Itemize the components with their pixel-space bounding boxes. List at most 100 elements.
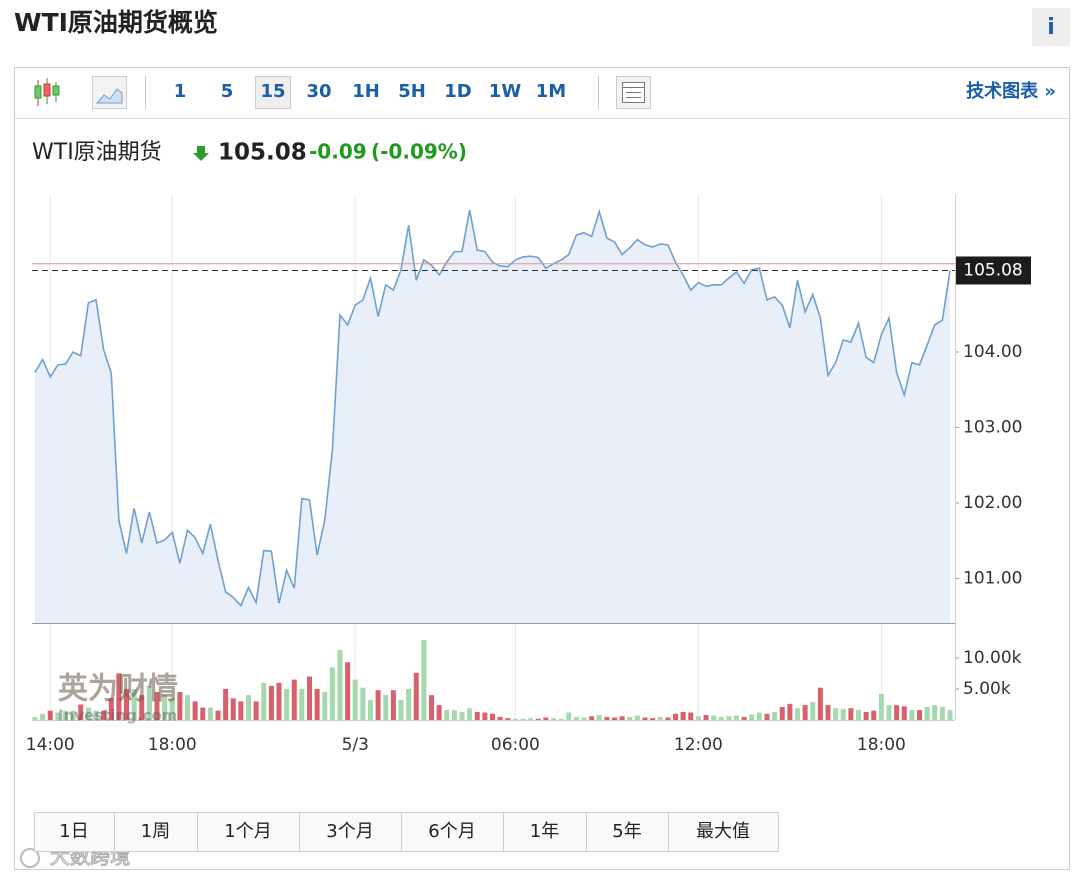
volume-bar	[40, 713, 46, 720]
range-button[interactable]	[299, 812, 402, 852]
volume-bar	[215, 710, 221, 720]
range-button[interactable]	[197, 812, 300, 852]
volume-bar	[886, 705, 892, 720]
interval-button[interactable]: 15	[260, 81, 285, 102]
volume-bar	[444, 710, 450, 720]
x-tick-label: 12:00	[674, 735, 723, 755]
volume-bar	[352, 679, 358, 720]
volume-bar	[268, 685, 274, 720]
range-button[interactable]	[586, 812, 669, 852]
volume-bar	[108, 698, 114, 720]
x-tick-label: 06:00	[491, 735, 540, 755]
range-button[interactable]	[503, 812, 587, 852]
range-button[interactable]	[114, 812, 198, 852]
volume-bar	[833, 708, 839, 720]
interval-button[interactable]: 1D	[444, 81, 471, 102]
volume-bar	[451, 710, 457, 720]
volume-bar	[680, 711, 686, 720]
volume-bar	[787, 703, 793, 720]
price-area	[35, 210, 950, 624]
x-tick-label: 18:00	[148, 735, 197, 755]
interval-button[interactable]: 1M	[536, 81, 566, 102]
y-tick-label: 10.00k	[963, 648, 1022, 668]
volume-bar	[223, 688, 229, 720]
interval-button[interactable]: 1	[174, 81, 187, 102]
range-label[interactable]: 最大值	[696, 821, 750, 842]
volume-bar	[398, 700, 404, 720]
y-tick-label: 102.00	[963, 493, 1022, 513]
volume-bar	[192, 701, 198, 720]
volume-bar	[810, 702, 816, 720]
volume-bar	[32, 716, 38, 720]
volume-bar	[246, 695, 251, 720]
volume-bar	[856, 710, 861, 720]
volume-bar	[596, 715, 602, 720]
volume-bar	[528, 718, 534, 720]
volume-bar	[230, 698, 236, 720]
volume-bar	[604, 716, 610, 720]
icon-area	[95, 88, 123, 104]
volume-bar	[551, 718, 556, 720]
volume-bar	[490, 713, 495, 720]
volume-bar	[177, 692, 183, 720]
table-icon[interactable]	[616, 76, 651, 109]
x-tick-label: 18:00	[857, 735, 906, 755]
y-tick-label: 104.00	[963, 342, 1022, 362]
volume-bar	[718, 716, 724, 720]
volume-bar	[939, 706, 945, 720]
area-icon[interactable]	[92, 76, 127, 109]
volume-bar	[589, 716, 595, 720]
tech-chart-link[interactable]: 技术图表 »	[966, 80, 1056, 102]
icon-box	[52, 85, 60, 96]
volume-bar	[657, 716, 663, 720]
interval-button[interactable]: 5H	[398, 81, 426, 102]
volume-bar	[505, 718, 511, 720]
volume-bar	[634, 715, 640, 720]
volume-bar	[261, 682, 267, 720]
info-button[interactable]: i	[1032, 8, 1070, 46]
range-label[interactable]: 3个月	[326, 821, 373, 842]
range-label[interactable]: 1个月	[224, 821, 271, 842]
quote-change-pct: (-0.09%)	[371, 140, 467, 164]
volume-bar	[825, 705, 831, 720]
volume-bar	[200, 707, 206, 720]
volume-bar	[47, 710, 53, 720]
volume-bar	[535, 718, 541, 720]
interval-button[interactable]: 1H	[352, 81, 380, 102]
volume-bar	[924, 706, 930, 720]
volume-bar	[314, 688, 320, 720]
volume-bar	[573, 716, 579, 720]
range-label[interactable]: 1日	[59, 821, 88, 842]
icon-box	[43, 83, 51, 97]
volume-bar	[291, 679, 297, 720]
volume-bar	[459, 711, 465, 720]
x-tick-label: 5/3	[342, 735, 369, 755]
volume-bar	[429, 695, 434, 720]
range-label[interactable]: 1周	[141, 821, 170, 842]
volume-bar	[711, 715, 717, 720]
volume-bar	[474, 711, 480, 720]
volume-bar	[467, 708, 473, 720]
range-button[interactable]	[668, 812, 779, 852]
range-button[interactable]	[401, 812, 504, 852]
volume-bar	[878, 693, 884, 720]
page-title: WTI原油期货概览	[14, 8, 218, 37]
interval-button[interactable]: 1W	[489, 81, 522, 102]
volume-bar	[329, 667, 335, 720]
range-label[interactable]: 5年	[612, 821, 641, 842]
volume-bar	[726, 716, 732, 720]
range-button[interactable]	[34, 812, 115, 852]
range-label[interactable]: 1年	[530, 821, 559, 842]
volume-bar	[642, 717, 648, 720]
volume-bar	[185, 695, 190, 720]
volume-bar	[276, 682, 282, 720]
volume-bar	[619, 716, 625, 720]
volume-bar	[345, 662, 351, 720]
y-tick-label: 101.00	[963, 568, 1022, 588]
interval-button[interactable]: 5	[221, 81, 234, 102]
interval-button[interactable]: 30	[306, 81, 331, 102]
candle-icon[interactable]	[34, 78, 60, 106]
range-label[interactable]: 6个月	[428, 821, 475, 842]
volume-bar	[162, 695, 168, 720]
